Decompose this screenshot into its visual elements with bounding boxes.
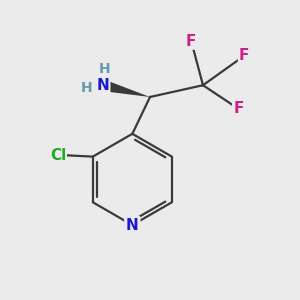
Text: F: F: [233, 101, 244, 116]
Text: Cl: Cl: [50, 148, 66, 163]
Text: N: N: [126, 218, 139, 232]
Text: H: H: [81, 81, 92, 94]
Text: F: F: [239, 48, 249, 63]
Polygon shape: [101, 80, 150, 97]
Text: N: N: [97, 78, 109, 93]
Text: F: F: [186, 34, 196, 49]
Text: H: H: [98, 62, 110, 76]
